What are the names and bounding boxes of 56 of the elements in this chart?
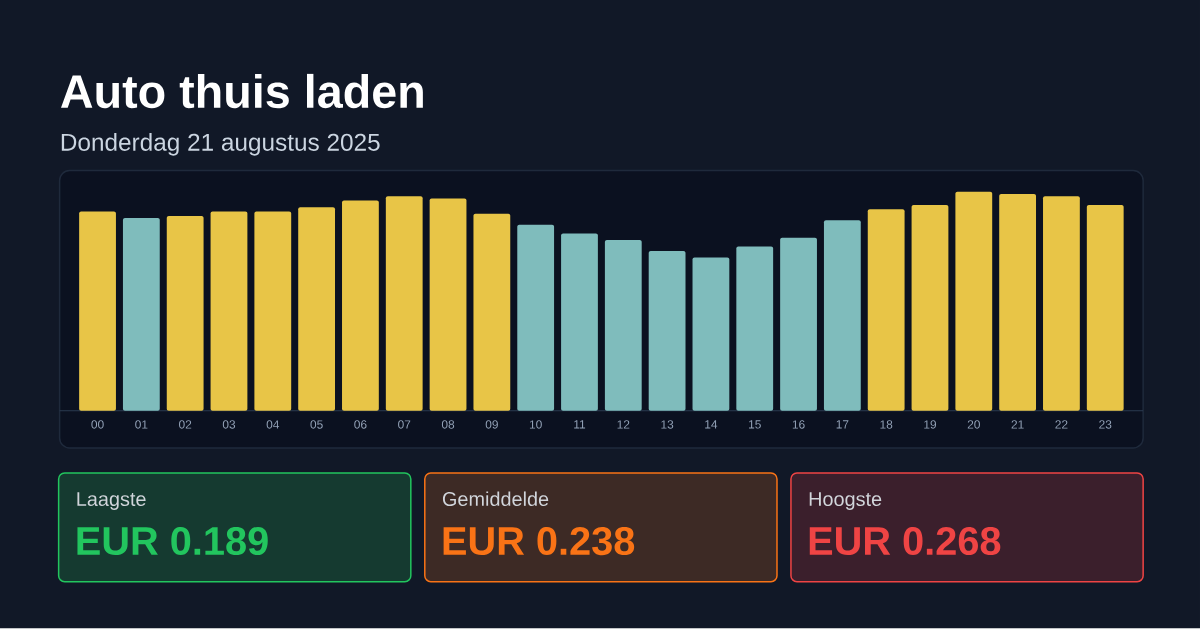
bar bbox=[342, 200, 379, 411]
x-tick-label: 07 bbox=[398, 420, 411, 429]
bar bbox=[210, 211, 248, 411]
bar bbox=[867, 209, 905, 411]
bar bbox=[648, 251, 686, 411]
chart-subtitle: Donderdag 21 augustus 2025 bbox=[61, 133, 380, 156]
bar bbox=[780, 238, 817, 411]
x-tick-label: 16 bbox=[792, 420, 805, 429]
text: EUR 0.268 bbox=[809, 527, 1001, 556]
bar bbox=[79, 211, 116, 411]
bar bbox=[473, 213, 511, 411]
x-tick-label: 06 bbox=[354, 420, 367, 429]
x-tick-label: 14 bbox=[705, 420, 718, 429]
bar bbox=[736, 246, 774, 411]
bar bbox=[122, 218, 160, 411]
x-tick-label: 08 bbox=[441, 420, 455, 429]
bar bbox=[298, 207, 336, 411]
x-tick-label: 18 bbox=[880, 420, 893, 429]
x-tick-label: 05 bbox=[310, 420, 323, 429]
text: Hoogste bbox=[809, 492, 882, 511]
bar bbox=[1043, 196, 1080, 411]
x-tick-label: 20 bbox=[967, 420, 980, 429]
x-tick-label: 22 bbox=[1055, 420, 1068, 429]
x-tick-label: 11 bbox=[574, 420, 586, 429]
text: Laagste bbox=[77, 492, 146, 511]
bar bbox=[166, 216, 204, 411]
x-tick-label: 21 bbox=[1011, 420, 1024, 429]
x-tick-label: 04 bbox=[266, 420, 280, 429]
bar bbox=[385, 196, 423, 411]
bar bbox=[692, 257, 730, 411]
bar bbox=[254, 211, 292, 411]
bar bbox=[955, 192, 993, 411]
x-tick-label: 03 bbox=[222, 420, 236, 429]
x-tick-label: 01 bbox=[135, 420, 148, 429]
x-tick-label: 00 bbox=[91, 420, 104, 429]
x-tick-label: 19 bbox=[924, 420, 937, 429]
x-tick-label: 02 bbox=[179, 420, 192, 429]
bar bbox=[517, 224, 555, 411]
x-tick-label: 23 bbox=[1099, 420, 1112, 429]
x-tick-label: 09 bbox=[485, 420, 498, 429]
text: Gemiddelde bbox=[442, 491, 549, 507]
x-tick-label: 13 bbox=[661, 420, 674, 429]
bar bbox=[429, 198, 467, 411]
x-tick-label: 17 bbox=[836, 420, 849, 429]
text: EUR 0.238 bbox=[443, 527, 635, 556]
bar bbox=[561, 233, 598, 411]
bar bbox=[604, 240, 642, 411]
bar bbox=[999, 194, 1037, 411]
bar bbox=[911, 205, 949, 411]
bar bbox=[1086, 205, 1124, 411]
x-tick-label: 10 bbox=[529, 420, 542, 429]
x-tick-label: 15 bbox=[749, 420, 761, 429]
text: EUR 0.189 bbox=[77, 527, 268, 556]
bar bbox=[823, 220, 861, 411]
x-tick-label: 12 bbox=[617, 420, 630, 429]
chart-title: Auto thuis laden bbox=[61, 74, 423, 109]
